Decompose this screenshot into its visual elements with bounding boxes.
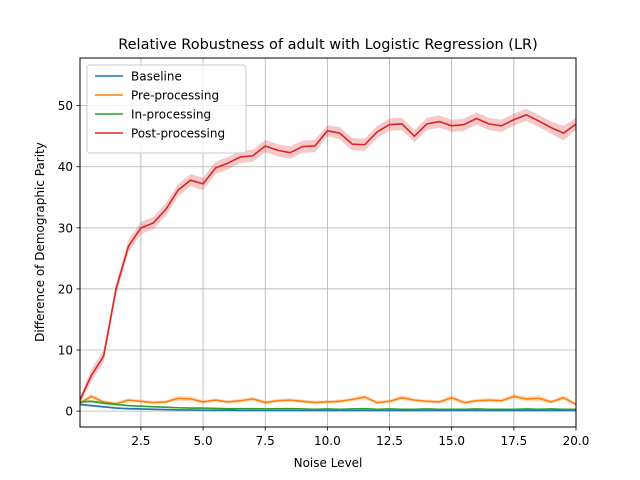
legend-label-post-processing: Post-processing bbox=[131, 127, 225, 141]
y-axis-label: Difference of Demographic Parity bbox=[33, 142, 47, 342]
line-pre-processing bbox=[79, 395, 577, 406]
x-tick-label: 20.0 bbox=[563, 434, 590, 448]
y-tick-label: 10 bbox=[58, 344, 73, 358]
x-tick-label: 2.5 bbox=[131, 434, 150, 448]
legend-label-pre-processing: Pre-processing bbox=[131, 89, 219, 103]
legend-box bbox=[86, 64, 247, 154]
x-tick-label: 10.0 bbox=[314, 434, 341, 448]
y-tick-label: 20 bbox=[58, 282, 73, 296]
x-axis-ticks: 2.5 5.0 7.5 10.0 12.5 15.0 17.5 20.0 bbox=[131, 427, 589, 448]
legend: Baseline Pre-processing In-processing Post-… bbox=[86, 64, 247, 154]
plot-frame bbox=[79, 57, 577, 428]
x-tick-label: 17.5 bbox=[500, 434, 527, 448]
x-axis-label: Noise Level bbox=[294, 456, 363, 470]
y-tick-label: 30 bbox=[58, 221, 73, 235]
legend-label-in-processing: In-processing bbox=[131, 108, 211, 122]
grid bbox=[80, 58, 577, 427]
series-lines bbox=[79, 114, 577, 412]
chart-title: Relative Robustness of adult with Logist… bbox=[118, 37, 538, 53]
line-in-processing bbox=[79, 400, 576, 411]
x-tick-label: 12.5 bbox=[376, 434, 403, 448]
y-axis-ticks: 0 10 20 30 40 50 bbox=[58, 99, 80, 419]
confidence-bands bbox=[80, 108, 576, 412]
x-tick-label: 15.0 bbox=[438, 434, 465, 448]
x-tick-label: 7.5 bbox=[256, 434, 275, 448]
legend-label-baseline: Baseline bbox=[131, 70, 182, 84]
y-tick-label: 40 bbox=[58, 160, 73, 174]
y-tick-label: 0 bbox=[65, 405, 73, 419]
line-baseline bbox=[79, 403, 576, 412]
y-tick-label: 50 bbox=[58, 99, 73, 113]
line-post-processing bbox=[79, 114, 577, 401]
x-tick-label: 5.0 bbox=[194, 434, 213, 448]
